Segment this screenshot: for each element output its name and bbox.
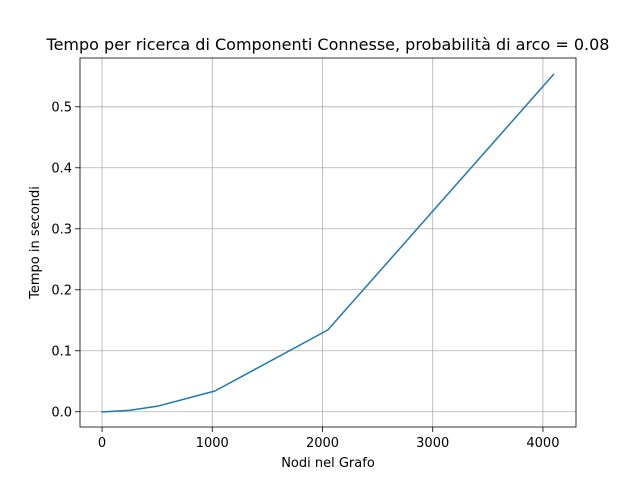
y-tick-label: 0.0 <box>51 405 72 420</box>
axes-frame <box>79 57 577 428</box>
x-tick-label: 3000 <box>416 436 449 451</box>
y-grid <box>80 106 576 413</box>
plot-area <box>80 58 576 427</box>
chart-title: Tempo per ricerca di Componenti Connesse… <box>46 35 610 54</box>
series-line <box>101 73 555 413</box>
y-tick-label: 0.1 <box>51 344 72 359</box>
x-axis-ticks: 0 1000 2000 3000 4000 <box>98 427 559 451</box>
y-tick-label: 0.4 <box>51 161 72 176</box>
x-tick-label: 1000 <box>196 436 229 451</box>
y-tick-label: 0.2 <box>51 283 72 298</box>
y-tick-label: 0.3 <box>51 222 72 237</box>
x-tick-label: 2000 <box>306 436 339 451</box>
y-axis-label: Tempo in secondi <box>28 186 43 300</box>
x-tick-label: 4000 <box>526 436 559 451</box>
y-tick-label: 0.5 <box>51 100 72 115</box>
y-axis-ticks: 0.0 0.1 0.2 0.3 0.4 0.5 <box>51 100 80 420</box>
series-layer <box>101 73 555 413</box>
x-axis-label: Nodi nel Grafo <box>281 456 375 471</box>
x-tick-label: 0 <box>98 436 106 451</box>
x-grid <box>101 58 544 427</box>
